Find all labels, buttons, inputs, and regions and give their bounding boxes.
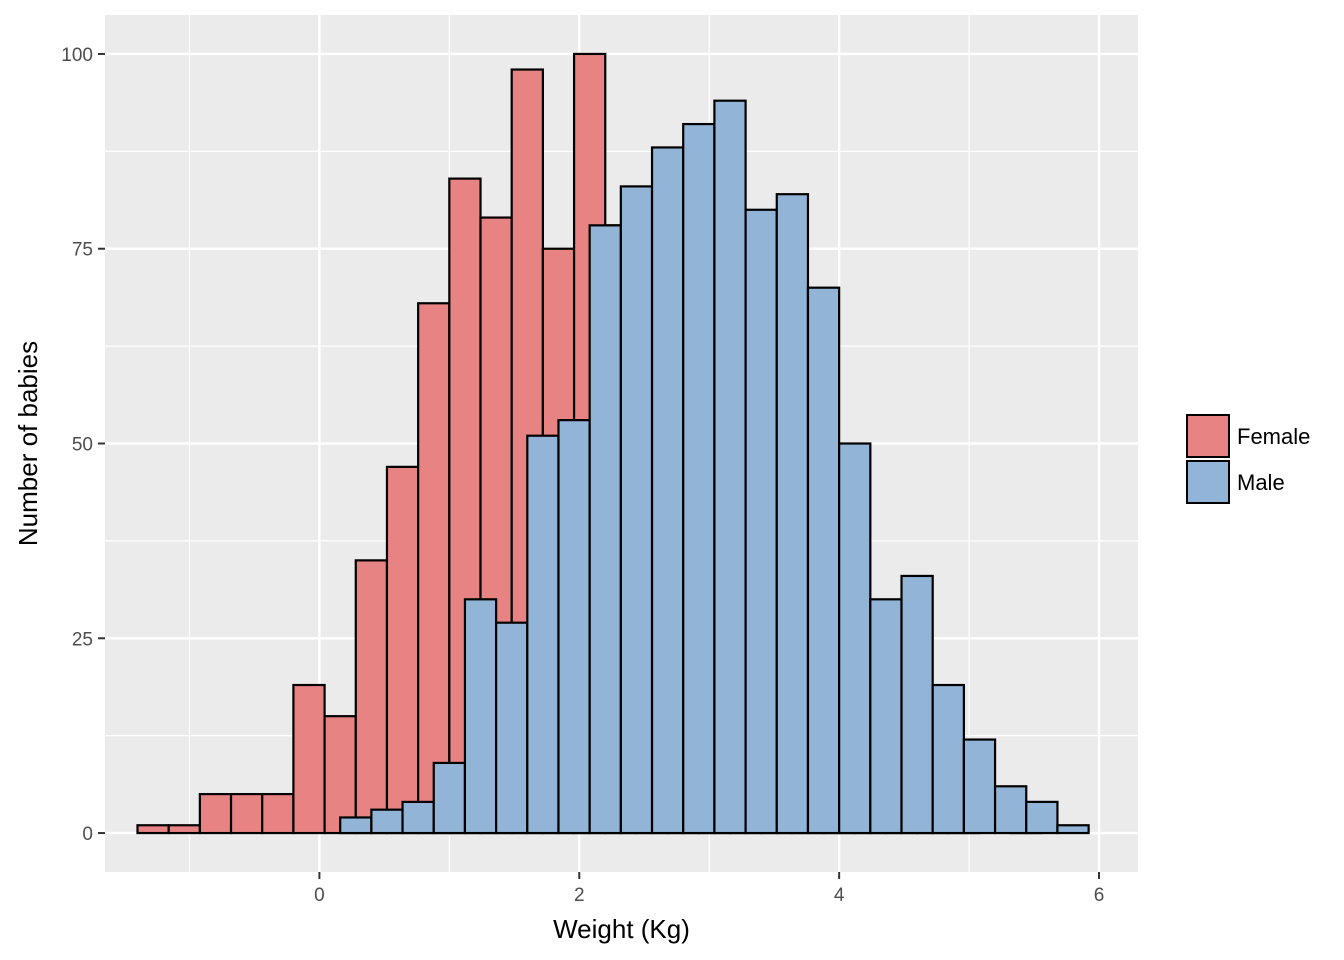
bar-male xyxy=(838,442,872,835)
bar-male xyxy=(1025,800,1059,835)
y-axis: 0 25 50 75 100 xyxy=(61,45,105,845)
bar-male xyxy=(495,621,529,835)
bar-male xyxy=(993,785,1028,835)
legend-label-female: Female xyxy=(1237,424,1310,449)
bar-male xyxy=(650,146,685,835)
bar-male xyxy=(370,808,404,835)
y-tick-label: 50 xyxy=(72,435,93,456)
bar-female xyxy=(167,824,201,835)
legend: Female Male xyxy=(1186,414,1310,504)
x-tick-label: 6 xyxy=(1094,885,1105,906)
y-tick-label: 75 xyxy=(72,240,93,261)
bar-male xyxy=(962,738,997,835)
bar-female xyxy=(385,465,420,835)
legend-label-male: Male xyxy=(1237,470,1285,495)
legend-key-male xyxy=(1186,460,1230,504)
bar-female xyxy=(136,824,170,835)
bar-male xyxy=(1056,824,1090,835)
bar-male xyxy=(682,122,716,835)
bar-male xyxy=(557,419,591,835)
y-tick-label: 100 xyxy=(61,45,93,66)
bar-male xyxy=(744,208,778,835)
bar-female xyxy=(261,792,295,835)
bar-male xyxy=(526,434,560,835)
bar-male xyxy=(619,185,654,835)
x-axis-title: Weight (Kg) xyxy=(553,914,690,944)
bar-male xyxy=(588,224,622,835)
bar-female xyxy=(354,559,389,835)
bar-male xyxy=(339,816,373,835)
y-tick-label: 25 xyxy=(72,629,93,650)
bar-male xyxy=(713,99,747,835)
bar-male xyxy=(463,598,498,835)
bar-male xyxy=(806,286,841,835)
bar-female xyxy=(323,715,357,835)
bar-female xyxy=(292,683,326,835)
bar-female xyxy=(198,792,233,835)
bar-male xyxy=(869,598,903,835)
x-axis: 0 2 4 6 xyxy=(314,872,1104,906)
x-tick-label: 2 xyxy=(574,885,585,906)
y-tick-label: 0 xyxy=(82,824,93,845)
bar-female xyxy=(417,302,451,835)
bar-male xyxy=(775,193,810,835)
x-tick-label: 4 xyxy=(834,885,845,906)
x-tick-label: 0 xyxy=(314,885,325,906)
bar-male xyxy=(401,800,435,835)
y-axis-title: Number of babies xyxy=(13,341,43,546)
bar-male xyxy=(900,574,934,835)
bar-male xyxy=(931,683,965,835)
bars xyxy=(136,52,1090,835)
legend-key-female xyxy=(1186,414,1230,458)
bar-female xyxy=(229,792,264,835)
bar-male xyxy=(432,761,467,835)
